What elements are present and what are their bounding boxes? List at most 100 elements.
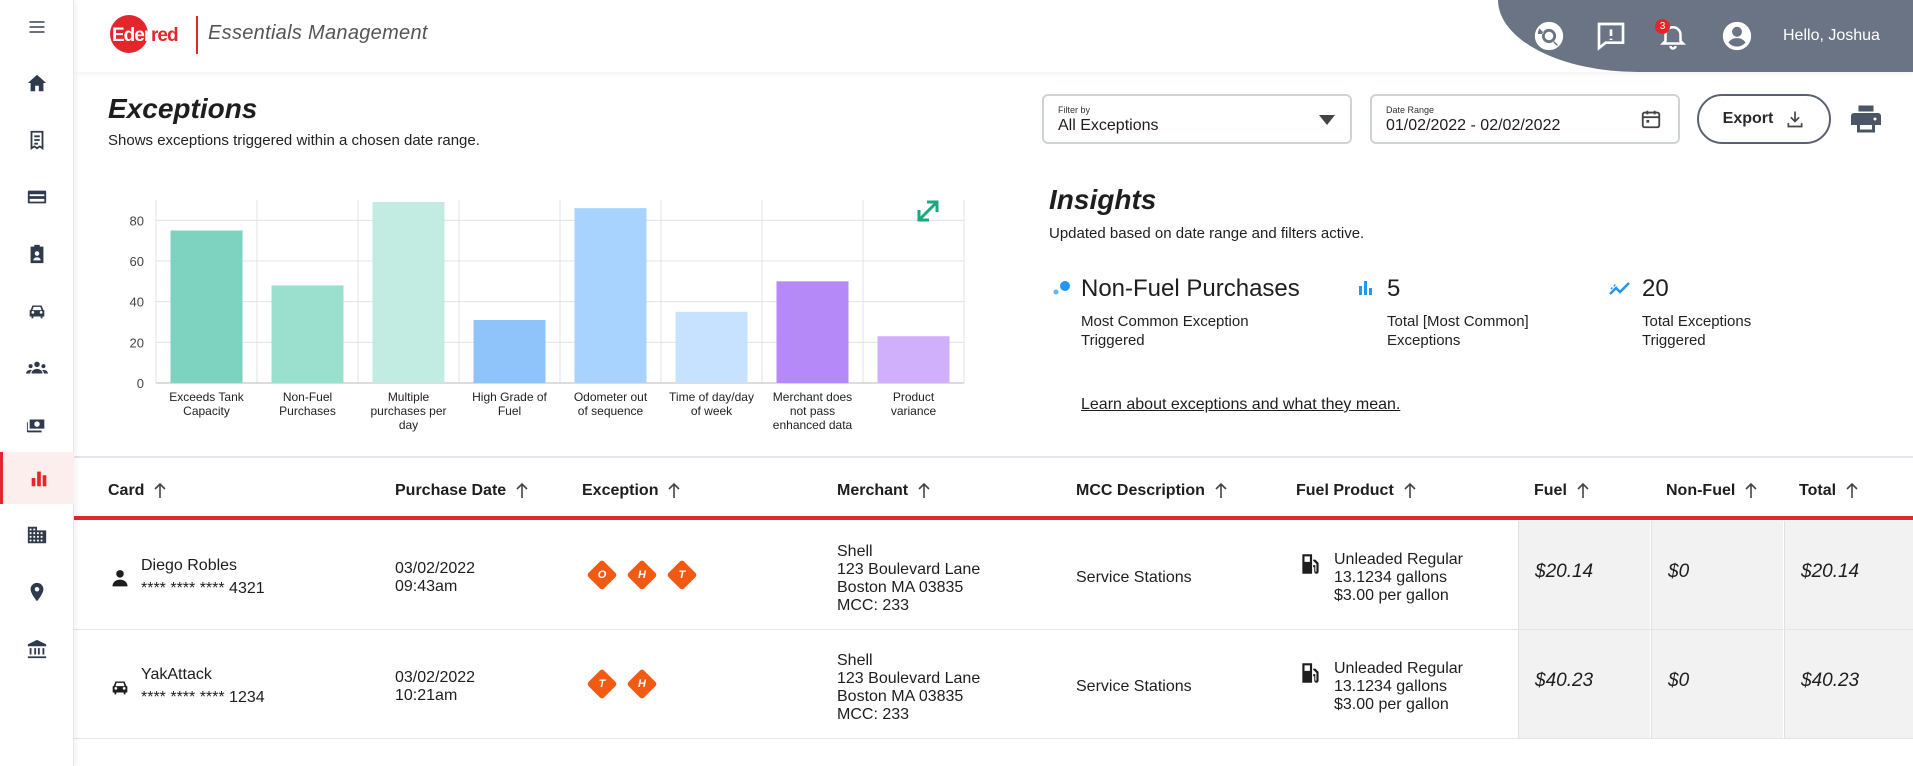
x-tick-label: Purchases (279, 404, 336, 418)
export-button[interactable]: Export (1697, 94, 1831, 144)
col-fuel[interactable]: Fuel (1534, 482, 1589, 500)
table-row[interactable]: YakAttack **** **** **** 1234 03/02/2022… (74, 630, 1913, 739)
card-number: **** **** **** 1234 (141, 689, 265, 706)
exception-badge-o[interactable]: O (586, 559, 618, 591)
learn-exceptions-link[interactable]: Learn about exceptions and what they mea… (1081, 396, 1401, 413)
sort-arrow-icon (516, 483, 528, 498)
sort-arrow-icon (1846, 483, 1858, 498)
svg-text:red: red (151, 25, 178, 46)
fuel-amount: $40.23 (1535, 670, 1594, 691)
y-tick-label: 80 (130, 213, 144, 228)
table-row[interactable]: Diego Robles **** **** **** 4321 03/02/2… (74, 521, 1913, 630)
svg-text:Eden: Eden (112, 25, 155, 46)
date-range-field[interactable]: Date Range 01/02/2022 - 02/02/2022 (1370, 94, 1680, 144)
feedback-button[interactable] (1593, 18, 1629, 54)
money-icon (26, 419, 45, 433)
date-range-label: Date Range (1386, 105, 1435, 115)
sort-arrow-icon (668, 483, 681, 498)
sort-arrow-icon (918, 483, 930, 498)
insight-most-common-desc: Total [Most Common] Exceptions (1387, 313, 1529, 349)
x-tick-label: Multiple (388, 390, 430, 404)
sidebar-item-transactions[interactable] (0, 117, 74, 163)
sidebar-item-reports[interactable] (0, 452, 74, 504)
card-number: **** **** **** 4321 (141, 580, 265, 597)
dots-icon (1053, 281, 1070, 295)
page-subtitle: Shows exceptions triggered within a chos… (108, 132, 480, 149)
group-icon (26, 361, 48, 374)
sidebar-item-accounts[interactable] (0, 626, 74, 672)
bar (574, 208, 647, 383)
fuel-pump-icon (1302, 554, 1319, 574)
bar (170, 230, 243, 383)
exceptions-chart: 0 20 40 60 80 Exceeds Tank Capacity Non-Fuel Pur… (108, 192, 988, 452)
bar-chart-icon (1359, 281, 1372, 295)
total-amount: $20.14 (1801, 561, 1860, 582)
insight-total-exceptions: 20 (1642, 275, 1669, 302)
feedback-icon (1597, 22, 1625, 51)
purchase-time: 10:21am (395, 687, 458, 704)
col-exception[interactable]: Exception (582, 482, 681, 500)
col-mcc-description[interactable]: MCC Description (1076, 482, 1227, 500)
x-tick-label: Capacity (183, 404, 230, 418)
col-card[interactable]: Card (108, 482, 167, 500)
sidebar-item-vehicles[interactable] (0, 288, 74, 334)
col-purchase-date[interactable]: Purchase Date (395, 482, 528, 500)
sidebar-item-groups[interactable] (0, 345, 74, 391)
lifebuoy-icon (1534, 21, 1564, 51)
download-icon (1787, 111, 1803, 128)
bar (675, 311, 748, 383)
sort-arrow-icon (154, 483, 167, 498)
x-tick-label: purchases per (370, 404, 446, 418)
x-tick-label: Exceeds Tank (169, 390, 244, 404)
sidebar-item-drivers[interactable] (0, 231, 74, 277)
col-non-fuel[interactable]: Non-Fuel (1666, 482, 1757, 500)
bar (877, 336, 950, 383)
sidebar-item-map[interactable] (0, 569, 74, 615)
bar (372, 202, 445, 383)
mcc-description: Service Stations (1076, 678, 1192, 695)
sidebar-item-cards[interactable] (0, 174, 74, 220)
export-label: Export (1722, 110, 1774, 127)
exception-badge-h[interactable]: H (626, 668, 658, 700)
exception-badge-t[interactable]: T (666, 559, 698, 591)
badge-icon (30, 244, 44, 264)
edenred-logo[interactable]: Eden red (110, 14, 210, 54)
print-button[interactable] (1848, 101, 1884, 137)
purchase-date: 03/02/2022 (395, 669, 476, 686)
expand-icon[interactable] (917, 200, 939, 222)
x-tick-label: of week (691, 404, 733, 418)
fuel-product-info: Unleaded Regular 13.1234 gallons $3.00 per… (1334, 660, 1463, 713)
fuel-cell-bg (1518, 521, 1650, 629)
sort-arrow-icon (1215, 483, 1227, 498)
col-fuel-product[interactable]: Fuel Product (1296, 482, 1416, 500)
profile-button[interactable] (1719, 18, 1755, 54)
sidebar-item-payments[interactable] (0, 402, 74, 448)
sidebar-item-locations[interactable] (0, 512, 74, 558)
col-total[interactable]: Total (1799, 482, 1858, 500)
col-merchant[interactable]: Merchant (837, 482, 930, 500)
building-icon (27, 526, 47, 544)
insights-title: Insights (1049, 184, 1157, 215)
sort-arrow-icon (1745, 483, 1757, 498)
filter-label: Filter by (1058, 105, 1091, 115)
non-fuel-amount: $0 (1668, 561, 1690, 582)
exception-badge-h[interactable]: H (626, 559, 658, 591)
y-tick-label: 60 (130, 254, 144, 269)
menu-icon[interactable] (0, 4, 74, 50)
card-holder-name: Diego Robles (141, 557, 238, 574)
logo-divider (196, 16, 198, 54)
filter-select[interactable]: Filter by All Exceptions (1042, 94, 1352, 144)
user-greeting[interactable]: Hello, Joshua (1783, 27, 1880, 44)
x-tick-label: High Grade of (472, 390, 547, 404)
x-tick-label: Odometer out (574, 390, 648, 404)
non-fuel-cell-bg (1651, 630, 1783, 738)
insight-most-common-count: 5 (1387, 275, 1401, 302)
merchant-info: Shell 123 Boulevard Lane Boston MA 03835 MC… (837, 543, 981, 614)
fuel-product-info: Unleaded Regular 13.1234 gallons $3.00 per… (1334, 551, 1463, 604)
y-tick-label: 0 (137, 376, 144, 391)
sidebar-item-home[interactable] (0, 60, 74, 106)
date-range-value: 01/02/2022 - 02/02/2022 (1386, 117, 1561, 134)
y-tick-label: 40 (130, 295, 144, 310)
support-button[interactable] (1531, 18, 1567, 54)
exception-badge-t[interactable]: T (586, 668, 618, 700)
